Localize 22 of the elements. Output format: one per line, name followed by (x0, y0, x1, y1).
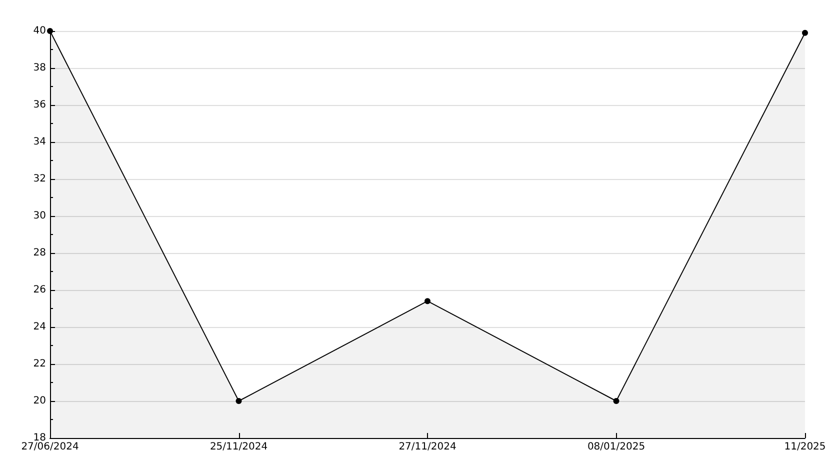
y-tick-label: 32 (33, 174, 46, 184)
x-tick-label: 25/11/2024 (210, 442, 268, 452)
point (613, 398, 620, 404)
y-tick-label: 36 (33, 100, 46, 110)
y-tick-label: 38 (33, 62, 46, 74)
y-tick-label: 30 (33, 210, 46, 222)
y-tick-label: 18 (33, 432, 46, 444)
point (802, 30, 808, 36)
point (236, 398, 242, 404)
y-tick-label: 26 (33, 284, 46, 296)
y-tick-label: 28 (33, 248, 46, 258)
y-tick-label: 40 (33, 26, 46, 36)
point (424, 298, 430, 304)
y-tick-label: 24 (33, 322, 46, 332)
y-tick-label: 20 (33, 396, 46, 406)
y-tick-label: 22 (33, 358, 46, 370)
point (47, 28, 53, 34)
y-tick-label: 34 (33, 136, 46, 148)
x-tick-label: 11/2025 (784, 442, 826, 452)
x-tick-label: 27/06/2024 (21, 442, 79, 452)
x-tick-label: 08/01/2025 (587, 442, 646, 452)
x-tick-label: 27/11/2024 (398, 442, 456, 452)
